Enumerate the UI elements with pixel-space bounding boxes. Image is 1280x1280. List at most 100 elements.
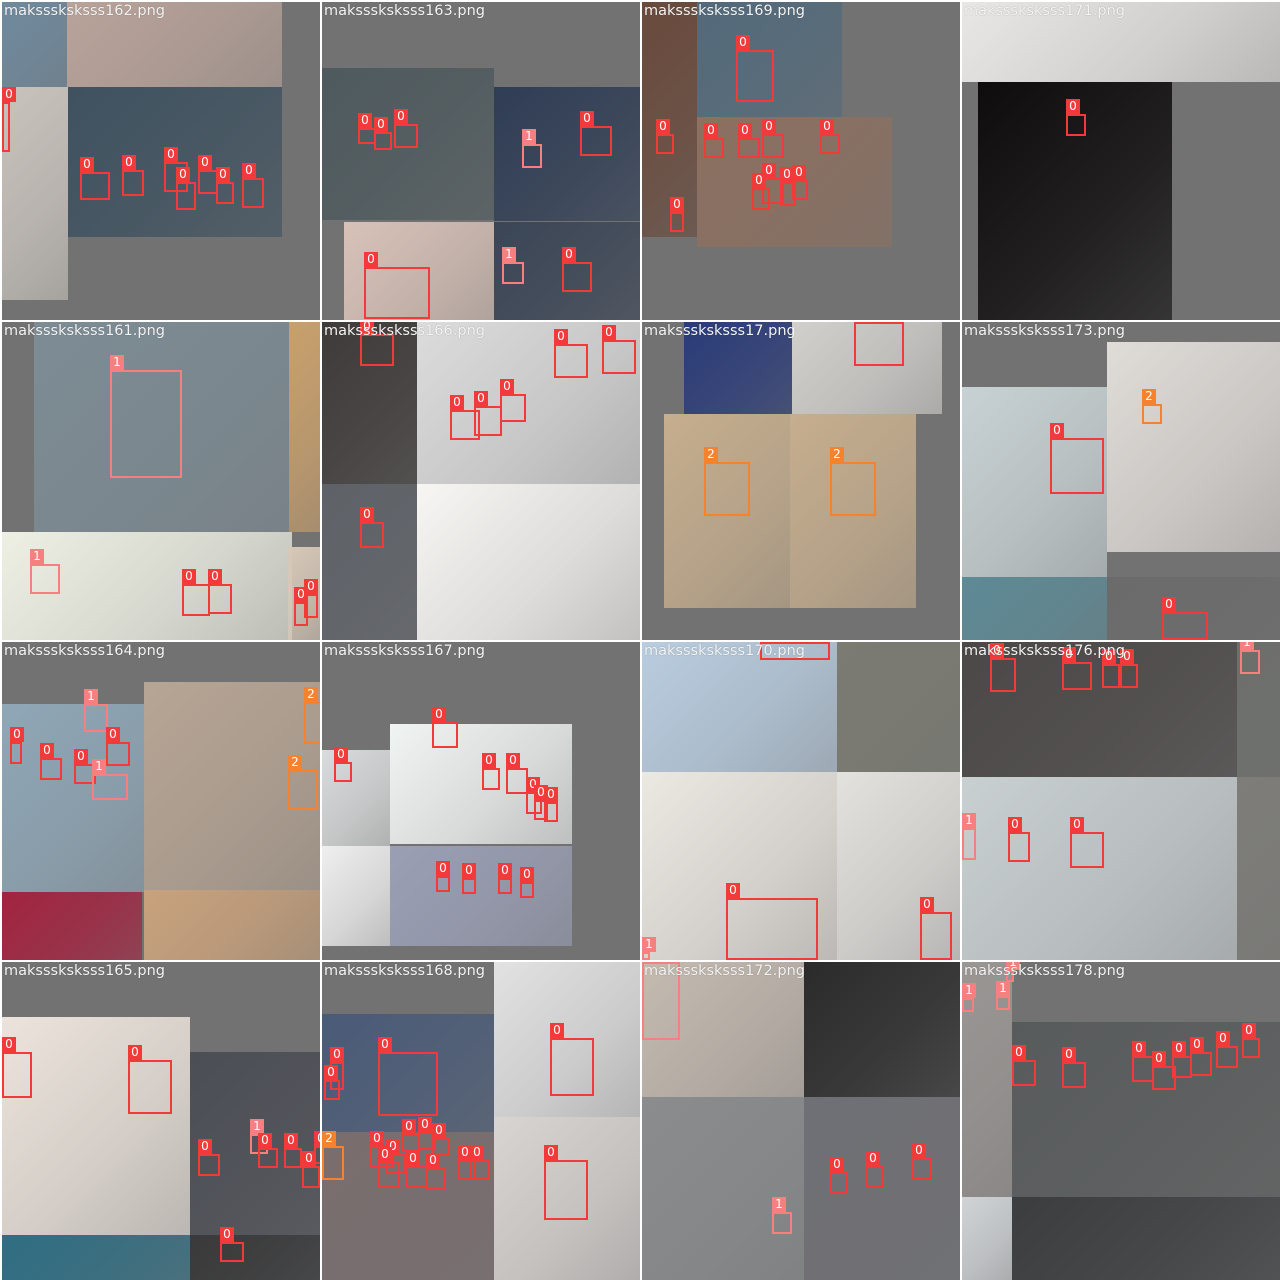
detection-class-label: 0 bbox=[544, 787, 558, 802]
detection-box: 0 bbox=[554, 329, 588, 378]
photo-patch bbox=[322, 846, 390, 946]
detection-class-label: 0 bbox=[2, 87, 16, 102]
detection-class-label: 0 bbox=[1162, 597, 1176, 612]
photo-patch bbox=[642, 962, 804, 1097]
detection-box: 0 bbox=[1242, 1023, 1260, 1058]
mosaic-tile: 001000000maksssksksss165.png bbox=[2, 962, 320, 1280]
detection-class-label: 0 bbox=[302, 1151, 316, 1166]
detection-class-label: 2 bbox=[830, 447, 844, 462]
mosaic-tile: 10001maksssksksss172.png bbox=[642, 962, 960, 1280]
photo-patch bbox=[2, 1235, 190, 1280]
detection-box: 0 bbox=[544, 1145, 588, 1220]
detection-box: 0 bbox=[378, 1147, 400, 1188]
photo-patch bbox=[322, 68, 494, 220]
detection-class-label: 0 bbox=[432, 707, 446, 722]
detection-box: 0 bbox=[1012, 1045, 1036, 1086]
detection-box: 0 bbox=[450, 395, 480, 440]
mosaic-tile: 1 1 0 0 0 0 0 0 0 0 1 maksssksksss178.png bbox=[962, 962, 1280, 1280]
photo-patch bbox=[664, 414, 790, 608]
detection-class-label: 0 bbox=[544, 1145, 558, 1160]
detection-box: 0 bbox=[432, 707, 458, 748]
detection-box: 0 bbox=[520, 867, 534, 898]
photo-patch bbox=[962, 1197, 1012, 1280]
detection-class-label: 0 bbox=[1012, 1045, 1026, 1060]
detection-class-label: 0 bbox=[128, 1045, 142, 1060]
detection-class-label: 0 bbox=[550, 1023, 564, 1038]
photo-patch bbox=[1107, 577, 1280, 640]
detection-box: 0 bbox=[360, 322, 394, 366]
detection-class-label: 1 bbox=[250, 1119, 264, 1134]
detection-class-label: 0 bbox=[990, 643, 1004, 658]
photo-patch bbox=[494, 1117, 640, 1280]
tile-filename: maksssksksss161.png bbox=[4, 323, 165, 339]
detection-box: 0 bbox=[40, 743, 62, 780]
detection-box: 0 bbox=[2, 87, 16, 152]
detection-class-label: 0 bbox=[736, 35, 750, 50]
detection-box: 0 bbox=[462, 863, 476, 894]
detection-box: 0 bbox=[304, 579, 318, 618]
detection-class-label: 0 bbox=[198, 155, 212, 170]
mosaic-tile: 0 0 0 0 1 1 0 0 maksssksksss176.png bbox=[962, 642, 1280, 960]
detection-class-label: 0 bbox=[506, 753, 520, 768]
detection-box: 0 bbox=[1008, 817, 1030, 862]
detection-class-label: 0 bbox=[1216, 1031, 1230, 1046]
detection-box: 1 bbox=[772, 1197, 792, 1234]
detection-class-label: 0 bbox=[80, 157, 94, 172]
detection-box: 0 bbox=[208, 569, 232, 614]
detection-box: 1 bbox=[642, 937, 656, 960]
detection-box: 0 bbox=[1102, 649, 1120, 688]
detection-class-label: 0 bbox=[360, 322, 374, 334]
detection-class-label: 0 bbox=[1062, 1047, 1076, 1062]
detection-box: 0 bbox=[198, 1139, 220, 1176]
photo-patch bbox=[34, 322, 289, 532]
detection-box: 0 bbox=[418, 1117, 436, 1150]
detection-box: 0 bbox=[820, 119, 840, 154]
detection-class-label: 0 bbox=[402, 1119, 416, 1134]
photo-patch bbox=[144, 682, 320, 890]
mosaic-tile: 0 maksssksksss171.png bbox=[962, 2, 1280, 320]
photo-patch bbox=[2, 892, 142, 960]
mosaic-tile: 0 0 0 0 0 0 0 0 0 0 0 maksssksksss169.png bbox=[642, 2, 960, 320]
photo-patch bbox=[322, 322, 417, 484]
detection-box: 0 bbox=[866, 1151, 884, 1188]
detection-class-label: 0 bbox=[304, 579, 318, 594]
detection-class-label: 0 bbox=[866, 1151, 880, 1166]
photo-patch bbox=[1012, 1197, 1280, 1280]
detection-class-label: 0 bbox=[1070, 817, 1084, 832]
photo-patch bbox=[642, 642, 837, 772]
detection-class-label: 0 bbox=[164, 147, 178, 162]
detection-box: 0 bbox=[1062, 1047, 1086, 1088]
detection-class-label: 0 bbox=[554, 329, 568, 344]
tile-filename: maksssksksss171.png bbox=[964, 3, 1125, 19]
detection-box: 0 bbox=[760, 642, 830, 660]
detection-class-label: 0 bbox=[208, 569, 222, 584]
detection-class-label: 0 bbox=[1152, 1051, 1166, 1066]
photo-patch bbox=[1012, 1022, 1280, 1197]
detection-class-label: 0 bbox=[1008, 817, 1022, 832]
detection-box: 0 bbox=[736, 35, 774, 102]
detection-class-label: 0 bbox=[314, 1131, 320, 1146]
detection-box: 0 bbox=[128, 1045, 172, 1114]
detection-box: 0 bbox=[920, 897, 952, 960]
detection-box: 2 bbox=[304, 687, 320, 744]
detection-box: 0 bbox=[602, 325, 636, 374]
detection-class-label: 0 bbox=[450, 395, 464, 410]
photo-patch bbox=[322, 750, 390, 846]
tile-filename: maksssksksss163.png bbox=[324, 3, 485, 19]
detection-box: 0 bbox=[1216, 1031, 1238, 1068]
detection-class-label: 0 bbox=[726, 883, 740, 898]
detection-box: 0 bbox=[470, 1145, 490, 1180]
detection-box: 0 bbox=[436, 861, 450, 892]
detection-class-label: 1 bbox=[110, 355, 124, 370]
detection-class-label: 0 bbox=[106, 727, 120, 742]
detection-box: 0 bbox=[912, 1143, 932, 1180]
tile-filename: maksssksksss167.png bbox=[324, 643, 485, 659]
mosaic-tile: 0 0 0 0 0 0 0 0 maksssksksss162.png bbox=[2, 2, 320, 320]
tile-filename: maksssksksss169.png bbox=[644, 3, 805, 19]
detection-box: 0 bbox=[122, 155, 144, 196]
detection-class-label: 1 bbox=[1240, 642, 1254, 650]
detection-box: 0 bbox=[80, 157, 110, 200]
detection-box: 0 bbox=[258, 1133, 278, 1168]
detection-box: 0 bbox=[374, 117, 392, 150]
detection-class-label: 0 bbox=[182, 569, 196, 584]
